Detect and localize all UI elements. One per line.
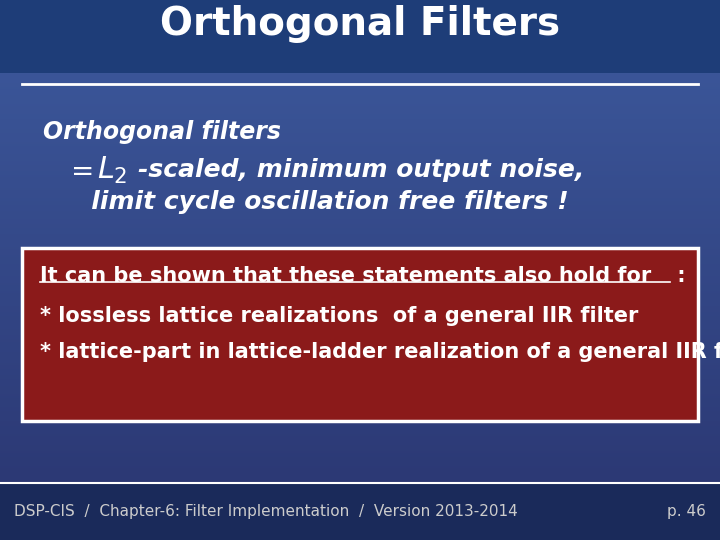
- Text: * lossless lattice realizations  of a general IIR filter: * lossless lattice realizations of a gen…: [40, 306, 638, 326]
- Text: $L_2$: $L_2$: [97, 154, 127, 186]
- Text: -scaled, minimum output noise,: -scaled, minimum output noise,: [138, 158, 585, 182]
- Text: It can be shown that these statements also hold for: It can be shown that these statements al…: [40, 266, 651, 287]
- Text: * lattice-part in lattice-ladder realization of a general IIR filter: * lattice-part in lattice-ladder realiza…: [40, 342, 720, 362]
- FancyBboxPatch shape: [0, 483, 720, 540]
- Text: Orthogonal Filters: Orthogonal Filters: [160, 5, 560, 43]
- Text: :: :: [670, 266, 685, 287]
- FancyBboxPatch shape: [22, 248, 698, 421]
- Text: Orthogonal filters: Orthogonal filters: [43, 120, 282, 144]
- FancyBboxPatch shape: [0, 0, 720, 73]
- Text: limit cycle oscillation free filters !: limit cycle oscillation free filters !: [65, 191, 568, 214]
- Text: p. 46: p. 46: [667, 504, 706, 519]
- Text: $=\ $: $=\ $: [65, 156, 93, 184]
- Text: DSP-CIS  /  Chapter-6: Filter Implementation  /  Version 2013-2014: DSP-CIS / Chapter-6: Filter Implementati…: [14, 504, 518, 519]
